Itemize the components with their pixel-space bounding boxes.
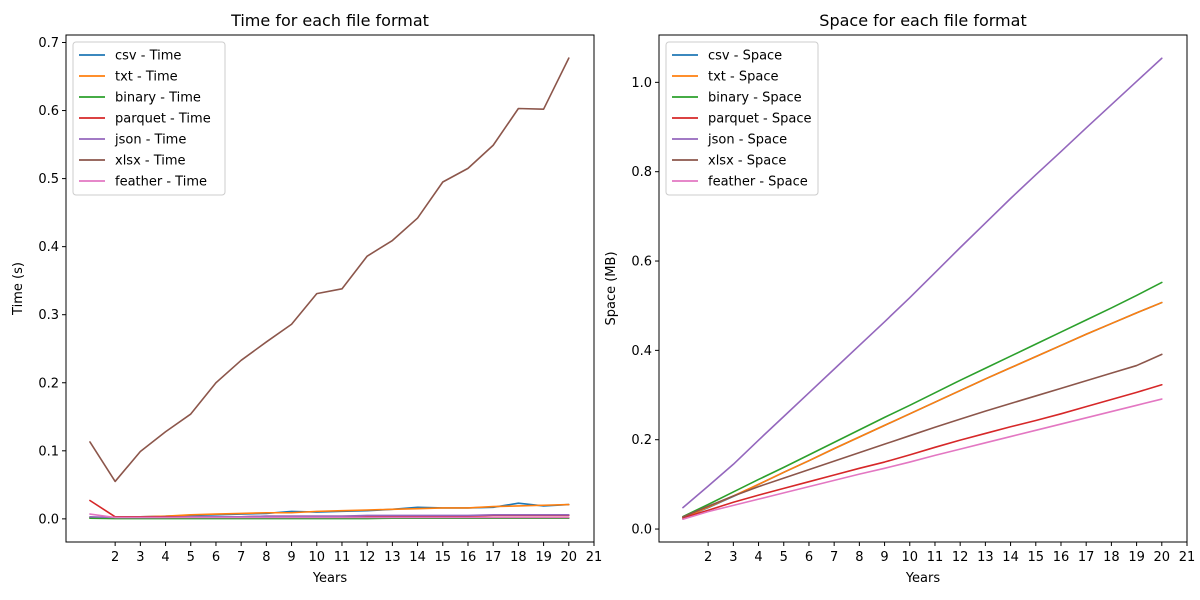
plot-lines (89, 57, 570, 520)
x-tick-label: 9 (880, 550, 888, 565)
legend-entry: csv - Space (708, 49, 782, 64)
plot-frame (658, 34, 1188, 543)
x-tick-label: 2 (111, 550, 119, 565)
series-line-feather (89, 513, 570, 519)
series-line-txt (89, 503, 570, 519)
x-tick-label: 11 (334, 550, 351, 565)
y-tick-label: 0.3 (38, 308, 59, 323)
y-tick-label: 0.0 (631, 523, 652, 538)
y-axis-label: Space (MB) (604, 251, 619, 325)
x-tick-label: 16 (460, 550, 477, 565)
legend-entry: parquet - Space (708, 112, 812, 127)
y-axis-label: Time (s) (11, 262, 26, 316)
x-tick-label: 13 (977, 550, 994, 565)
y-tick-label: 0.6 (631, 255, 652, 270)
x-tick-label: 7 (830, 550, 838, 565)
x-tick-label: 6 (805, 550, 813, 565)
series-line-json (682, 57, 1163, 509)
x-axis-label: Years (312, 571, 348, 586)
x-tick-label: 3 (136, 550, 144, 565)
series-line-parquet (682, 383, 1163, 519)
x-tick-label: 14 (409, 550, 426, 565)
x-tick-label: 18 (510, 550, 527, 565)
x-tick-label: 9 (287, 550, 295, 565)
x-tick-label: 17 (485, 550, 502, 565)
chart-title: Time for each file format (230, 11, 429, 30)
y-tick-label: 0.5 (38, 172, 59, 187)
x-tick-label: 12 (359, 550, 376, 565)
legend-entry: feather - Space (708, 175, 808, 190)
legend-entry: txt - Space (708, 70, 778, 85)
x-tick-label: 3 (729, 550, 737, 565)
series-line-xlsx (682, 353, 1163, 518)
x-tick-label: 11 (927, 550, 944, 565)
series-line-feather (682, 398, 1163, 521)
legend-entry: txt - Time (115, 70, 178, 85)
x-tick-label: 10 (308, 550, 325, 565)
x-tick-label: 15 (435, 550, 452, 565)
x-tick-label: 5 (187, 550, 195, 565)
y-tick-label: 0.4 (631, 344, 652, 359)
legend-entry: json - Time (114, 133, 186, 148)
legend-box (665, 41, 819, 196)
x-tick-label: 8 (855, 550, 863, 565)
legend-entry: json - Space (707, 133, 787, 148)
space-chart: Space for each file format Years Space (… (604, 11, 1195, 586)
y-tick-label: 0.6 (38, 104, 59, 119)
x-tick-label: 7 (237, 550, 245, 565)
y-tick-label: 0.4 (38, 240, 59, 255)
plot-frame (65, 34, 595, 543)
y-tick-label: 0.0 (38, 512, 59, 527)
x-tick-label: 2 (704, 550, 712, 565)
x-ticks: 2 3 4 5 6 7 8 9 10 11 12 13 14 15 16 17 18 19 20 21 (704, 542, 1195, 565)
legend-box (72, 41, 226, 196)
chart-title: Space for each file format (819, 11, 1026, 30)
legend-entry: csv - Time (115, 49, 181, 64)
y-tick-label: 0.2 (631, 433, 652, 448)
x-tick-label: 4 (754, 550, 762, 565)
legend: csv - Time txt - Time binary - Time parquet… (72, 41, 226, 196)
y-tick-label: 1.0 (631, 76, 652, 91)
x-tick-label: 15 (1028, 550, 1045, 565)
y-ticks: 0.0 0.2 0.4 0.6 0.8 1.0 (631, 76, 659, 538)
y-tick-label: 0.2 (38, 376, 59, 391)
series-line-binary (682, 281, 1163, 518)
x-tick-label: 21 (586, 550, 603, 565)
x-tick-label: 19 (535, 550, 552, 565)
x-tick-label: 12 (952, 550, 969, 565)
series-line-txt (682, 301, 1163, 519)
x-tick-label: 6 (212, 550, 220, 565)
x-tick-label: 4 (161, 550, 169, 565)
y-tick-label: 0.1 (38, 444, 59, 459)
y-ticks: 0.0 0.1 0.2 0.3 0.4 0.5 0.6 0.7 (38, 36, 66, 527)
x-tick-label: 20 (1154, 550, 1171, 565)
x-tick-label: 14 (1002, 550, 1019, 565)
x-tick-label: 16 (1053, 550, 1070, 565)
x-tick-label: 10 (901, 550, 918, 565)
time-chart: Time for each file format Years Time (s)… (11, 11, 602, 586)
x-tick-label: 19 (1128, 550, 1145, 565)
x-tick-label: 13 (384, 550, 401, 565)
y-tick-label: 0.8 (631, 165, 652, 180)
series-line-xlsx (89, 57, 570, 483)
x-tick-label: 20 (561, 550, 578, 565)
legend: csv - Space txt - Space binary - Space parq… (665, 41, 819, 196)
y-tick-label: 0.7 (38, 36, 59, 51)
legend-entry: binary - Time (115, 91, 201, 106)
legend-entry: feather - Time (115, 175, 207, 190)
x-tick-label: 5 (780, 550, 788, 565)
x-tick-label: 17 (1078, 550, 1095, 565)
x-tick-label: 21 (1179, 550, 1196, 565)
x-ticks: 2 3 4 5 6 7 8 9 10 11 12 13 14 15 16 17 18 19 20 21 (111, 542, 602, 565)
legend-entry: xlsx - Space (708, 154, 786, 169)
plot-lines (682, 57, 1163, 521)
legend-entry: binary - Space (708, 91, 802, 106)
x-axis-label: Years (905, 571, 941, 586)
x-tick-label: 18 (1103, 550, 1120, 565)
legend-entry: parquet - Time (115, 112, 211, 127)
legend-entry: xlsx - Time (115, 154, 186, 169)
x-tick-label: 8 (262, 550, 270, 565)
